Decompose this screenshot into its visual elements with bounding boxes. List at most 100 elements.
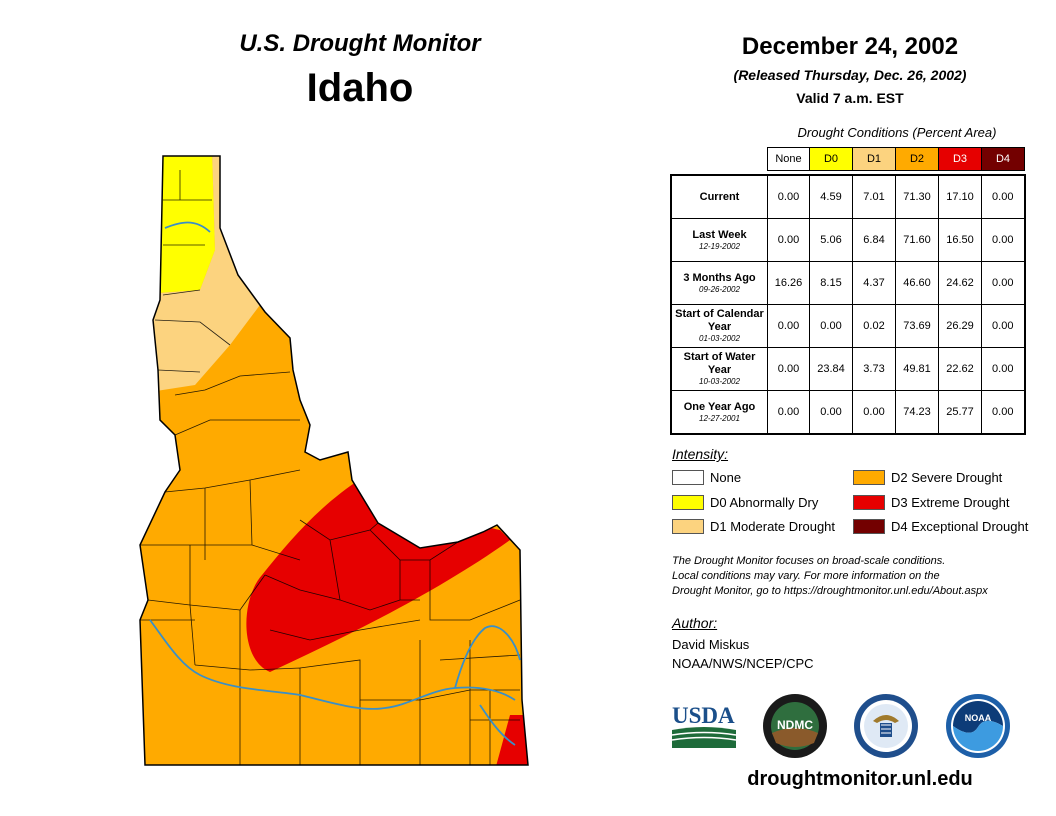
cell-d0: 0.00 [809, 304, 853, 348]
ndmc-logo: NDMC [763, 694, 827, 758]
cell-d0: 23.84 [809, 347, 853, 391]
legend-item-d4: D4 Exceptional Drought [853, 519, 1028, 534]
table-body: Current 0.00 4.59 7.01 71.30 17.10 0.00 Last We… [670, 174, 1026, 435]
row-label: Start of Calendar Year 01-03-2002 [670, 304, 768, 348]
legend-label: None [710, 470, 742, 485]
usda-logo: USDA [671, 703, 737, 748]
valid-time: Valid 7 a.m. EST [796, 90, 904, 106]
note-line: Local conditions may vary. For more info… [672, 570, 940, 582]
drought-stats-table: None D0 D1 D2 D3 D4 Current 0.00 4.59 7.01 7… [670, 147, 1026, 435]
cell-d1: 7.01 [852, 174, 896, 219]
cell-d0: 5.06 [809, 218, 853, 262]
legend-item-d0: D0 Abnormally Dry [672, 495, 818, 510]
cell-d1: 6.84 [852, 218, 896, 262]
row-label-text: Current [699, 190, 740, 203]
note-line: The Drought Monitor focuses on broad-sca… [672, 555, 946, 567]
department-of-commerce-seal-icon [854, 694, 918, 758]
legend-item-d3: D3 Extreme Drought [853, 495, 1010, 510]
cell-d1: 3.73 [852, 347, 896, 391]
table-row: One Year Ago 12-27-2001 0.00 0.00 0.00 74.23 2… [670, 390, 1026, 435]
legend-swatch [853, 470, 885, 485]
website-link[interactable]: droughtmonitor.unl.edu [747, 768, 973, 790]
cell-d4: 0.00 [981, 218, 1026, 262]
row-label-text: Start of Calendar Year [675, 308, 764, 333]
table-row: 3 Months Ago 09-26-2002 16.26 8.15 4.37 46.60… [670, 261, 1026, 305]
cell-none: 0.00 [767, 218, 810, 262]
column-header-d2: D2 [895, 147, 939, 171]
cell-none: 16.26 [767, 261, 810, 305]
d0-region [140, 156, 215, 295]
cell-d2: 71.30 [895, 174, 939, 219]
legend-item-d2: D2 Severe Drought [853, 470, 1002, 485]
row-label: Current [670, 174, 768, 219]
table-row: Start of Calendar Year 01-03-2002 0.00 0.00… [670, 304, 1026, 348]
author-title: Author: [672, 615, 718, 631]
cell-d1: 4.37 [852, 261, 896, 305]
cell-d0: 0.00 [809, 390, 853, 435]
legend-swatch [672, 495, 704, 510]
row-label-text: Last Week [692, 228, 747, 241]
cell-d4: 0.00 [981, 304, 1026, 348]
cell-d3: 16.50 [938, 218, 982, 262]
column-header-d1: D1 [852, 147, 896, 171]
usda-logo-text: USDA [672, 703, 735, 728]
legend-label: D4 Exceptional Drought [891, 519, 1029, 534]
row-date: 12-19-2002 [699, 241, 740, 251]
released-date: (Released Thursday, Dec. 26, 2002) [733, 67, 967, 83]
cell-d3: 24.62 [938, 261, 982, 305]
cell-d2: 74.23 [895, 390, 939, 435]
ndmc-logo-text: NDMC [777, 718, 813, 732]
cell-none: 0.00 [767, 174, 810, 219]
legend-label: D1 Moderate Drought [710, 519, 836, 534]
noaa-logo-text: NOAA [965, 713, 992, 723]
cell-d4: 0.00 [981, 390, 1026, 435]
legend-label: D0 Abnormally Dry [710, 495, 819, 510]
map-date: December 24, 2002 [741, 33, 959, 60]
cell-d2: 46.60 [895, 261, 939, 305]
row-label-text: Start of Water Year [683, 351, 756, 376]
legend-swatch [672, 519, 704, 534]
cell-d1: 0.00 [852, 390, 896, 435]
table-header-row: None D0 D1 D2 D3 D4 [671, 147, 1025, 171]
table-row: Start of Water Year 10-03-2002 0.00 23.84 3.… [670, 347, 1026, 391]
legend-label: D3 Extreme Drought [891, 495, 1010, 510]
county-lines [140, 170, 521, 765]
cell-d2: 73.69 [895, 304, 939, 348]
noaa-logo: NOAA [946, 694, 1010, 758]
legend-swatch [672, 470, 704, 485]
author-name: David Miskus [672, 637, 750, 652]
state-outline [139, 155, 529, 766]
cell-d3: 25.77 [938, 390, 982, 435]
author-org: NOAA/NWS/NCEP/CPC [672, 656, 814, 671]
table-row: Current 0.00 4.59 7.01 71.30 17.10 0.00 [670, 174, 1026, 219]
disclaimer-note: The Drought Monitor focuses on broad-sca… [672, 554, 1042, 599]
cell-none: 0.00 [767, 390, 810, 435]
row-label-text: 3 Months Ago [683, 271, 756, 284]
product-title: U.S. Drought Monitor [239, 30, 481, 57]
state-name: Idaho [306, 66, 414, 110]
legend-title: Intensity: [672, 446, 729, 462]
cell-d0: 4.59 [809, 174, 853, 219]
cell-d4: 0.00 [981, 261, 1026, 305]
cell-d0: 8.15 [809, 261, 853, 305]
row-label: Start of Water Year 10-03-2002 [670, 347, 768, 391]
column-header-d0: D0 [809, 147, 853, 171]
rivers [149, 221, 521, 746]
row-date: 12-27-2001 [699, 413, 740, 423]
cell-d1: 0.02 [852, 304, 896, 348]
row-date: 01-03-2002 [699, 334, 740, 343]
legend-swatch [853, 495, 885, 510]
legend-item-d1: D1 Moderate Drought [672, 519, 835, 534]
row-label-text: One Year Ago [683, 400, 756, 413]
legend-swatch [853, 519, 885, 534]
row-label: One Year Ago 12-27-2001 [670, 390, 768, 435]
row-date: 10-03-2002 [699, 377, 740, 386]
row-label: 3 Months Ago 09-26-2002 [670, 261, 768, 305]
table-caption: Drought Conditions (Percent Area) [797, 125, 997, 140]
cell-d3: 26.29 [938, 304, 982, 348]
cell-none: 0.00 [767, 304, 810, 348]
idaho-drought-map [139, 155, 529, 766]
table-row: Last Week 12-19-2002 0.00 5.06 6.84 71.60 16.5… [670, 218, 1026, 262]
cell-d4: 0.00 [981, 174, 1026, 219]
cell-d3: 22.62 [938, 347, 982, 391]
